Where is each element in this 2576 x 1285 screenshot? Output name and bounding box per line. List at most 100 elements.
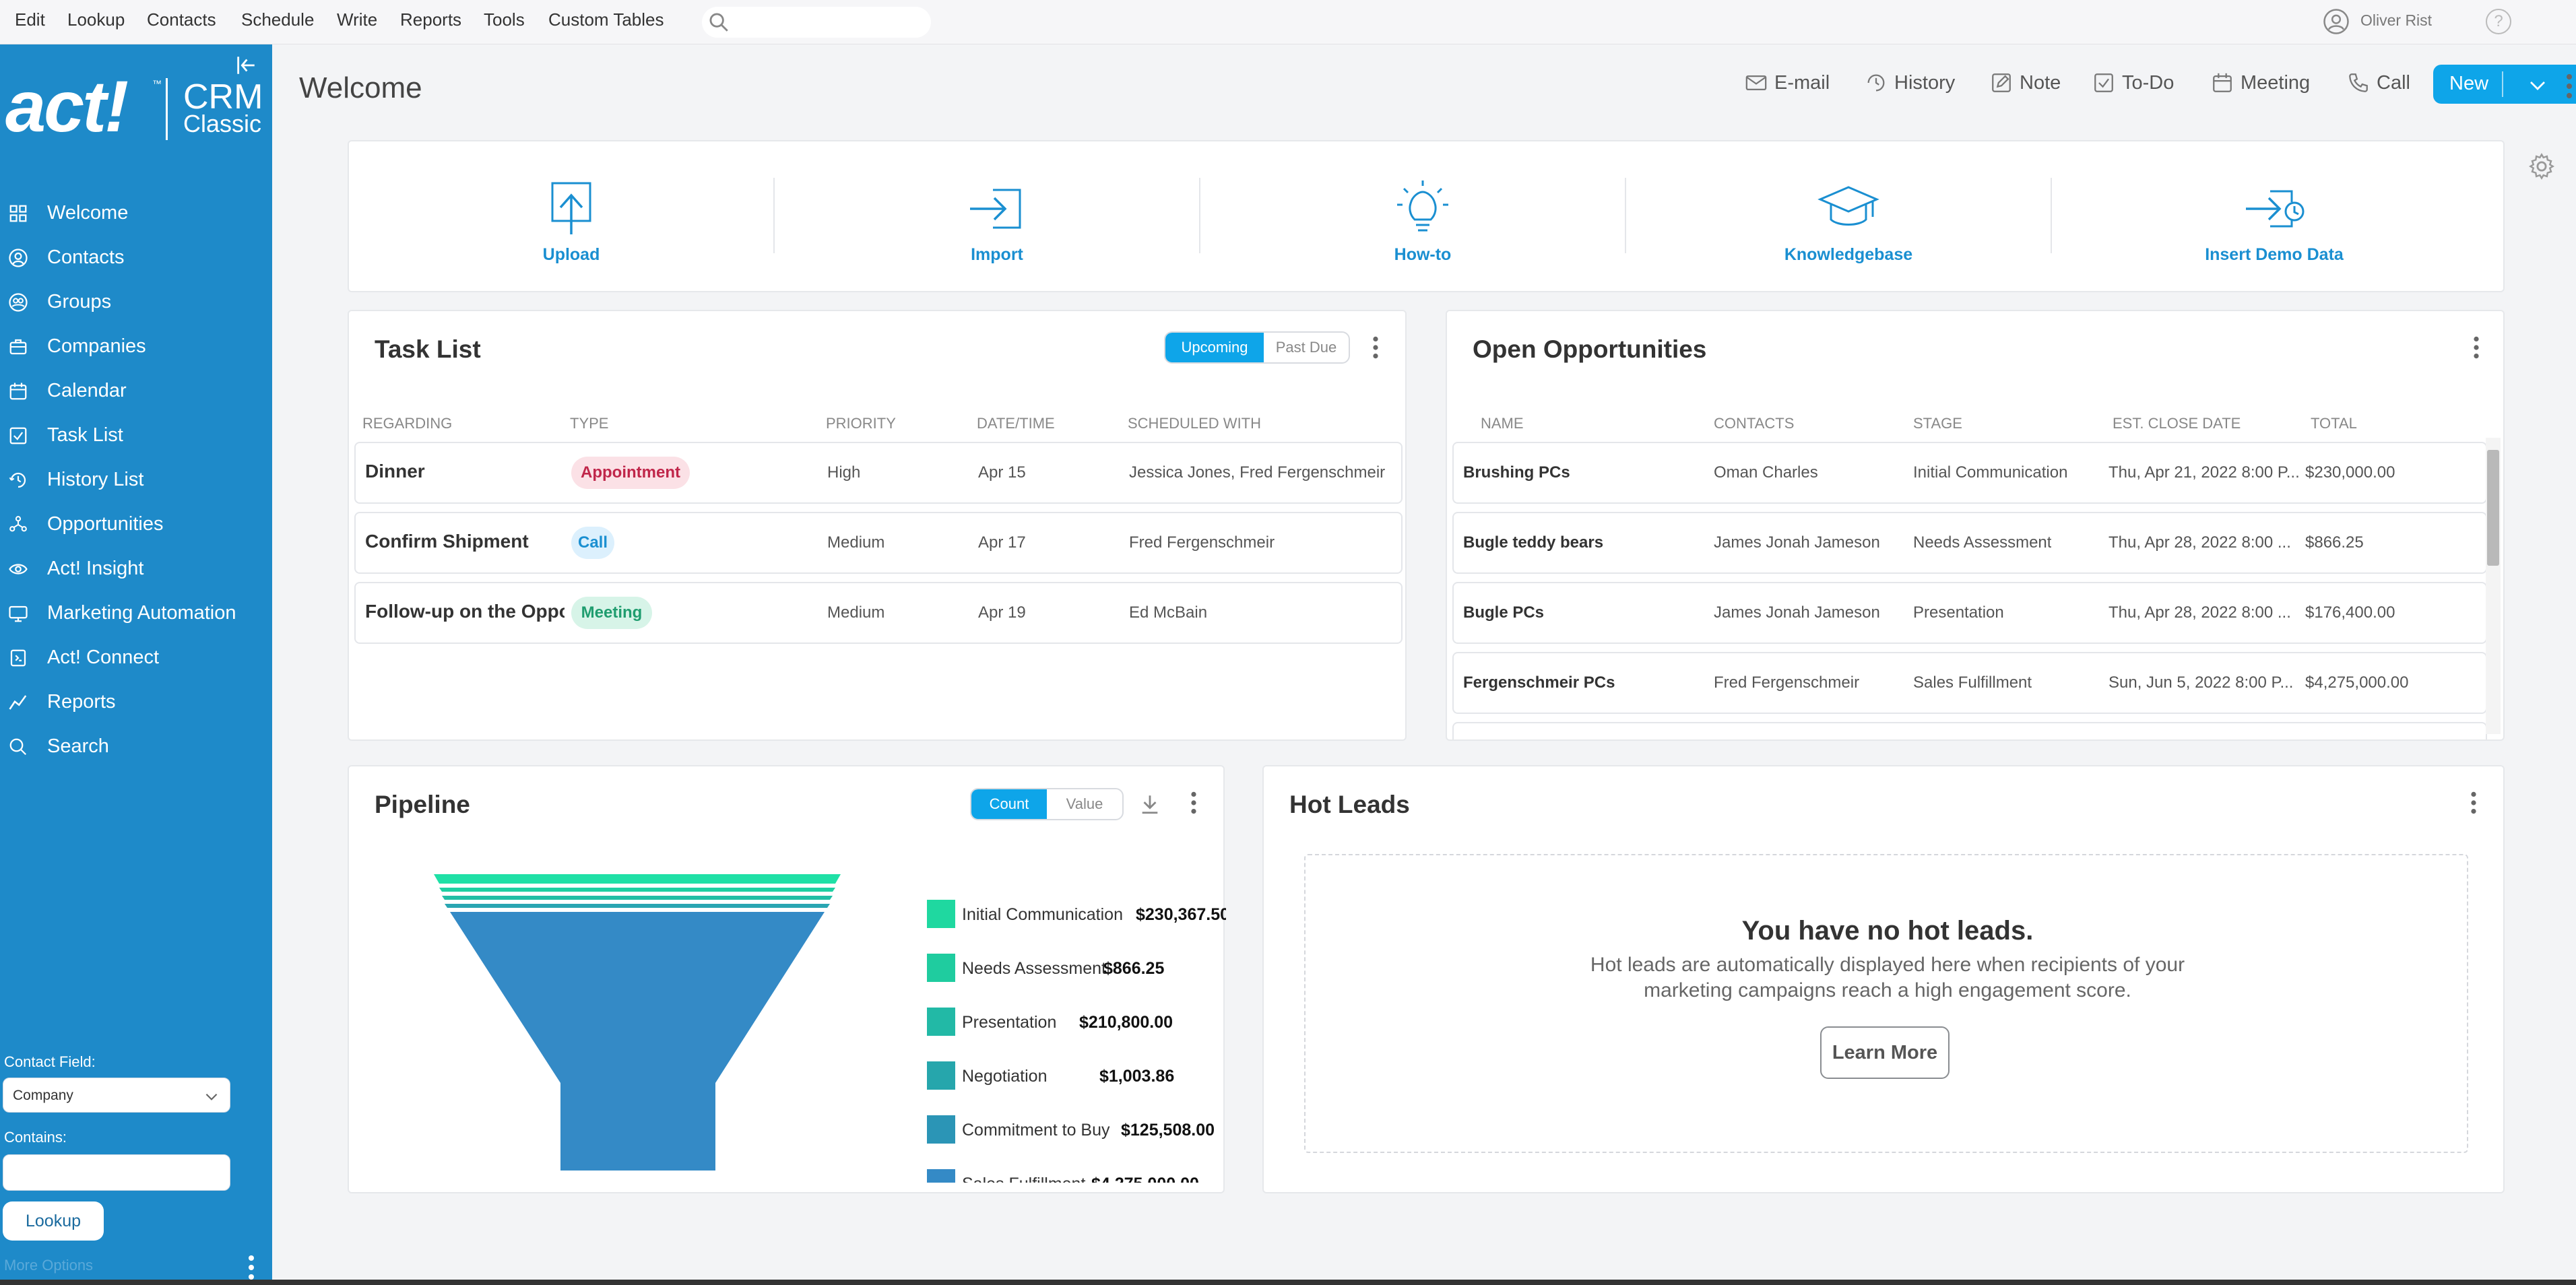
user-avatar-icon[interactable] xyxy=(2323,8,2350,35)
menu-write[interactable]: Write xyxy=(337,9,378,30)
user-name[interactable]: Oliver Rist xyxy=(2360,11,2433,29)
hot-leads-kebab-icon[interactable] xyxy=(2470,791,2478,815)
legend-item[interactable]: Needs Assessment $866.25 xyxy=(927,954,1226,983)
funnel-segment xyxy=(442,896,833,900)
download-icon[interactable] xyxy=(1138,792,1161,816)
sidebar-item-reports[interactable]: Reports xyxy=(0,683,272,721)
task-list-kebab-icon[interactable] xyxy=(1372,335,1380,360)
more-options-link[interactable]: More Options xyxy=(4,1257,94,1274)
sidebar-item-welcome[interactable]: Welcome xyxy=(0,194,272,232)
hot-leads-card: Hot Leads You have no hot leads. Hot lea… xyxy=(1262,765,2505,1193)
type-badge: Appointment xyxy=(571,457,690,489)
sidebar-item-contacts[interactable]: Contacts xyxy=(0,238,272,276)
import-button[interactable]: Import xyxy=(829,175,1165,269)
table-row[interactable]: Brushing PCs Oman Charles Initial Commun… xyxy=(1452,442,2487,504)
top-search-input[interactable] xyxy=(702,7,931,38)
sidebar-item-marketing-automation[interactable]: Marketing Automation xyxy=(0,594,272,632)
sidebar-item-opportunities[interactable]: Opportunities xyxy=(0,505,272,543)
legend-item[interactable]: Initial Communication $230,367.50 xyxy=(927,900,1226,929)
task-filter-toggle: Upcoming Past Due xyxy=(1164,331,1350,364)
upcoming-toggle[interactable]: Upcoming xyxy=(1165,333,1264,362)
opportunities-scrollbar[interactable] xyxy=(2486,438,2501,734)
col-type[interactable]: TYPE xyxy=(570,415,609,432)
sidebar-kebab-icon[interactable] xyxy=(247,1254,256,1281)
legend-swatch xyxy=(927,1169,955,1183)
contains-input[interactable] xyxy=(3,1154,230,1191)
sidebar-item-groups[interactable]: Groups xyxy=(0,283,272,321)
funnel-segment xyxy=(439,888,835,892)
col-name[interactable]: NAME xyxy=(1481,415,1524,432)
how-to-button[interactable]: How-to xyxy=(1254,175,1591,269)
menu-tools[interactable]: Tools xyxy=(484,9,525,30)
sidebar-item-act-connect[interactable]: Act! Connect xyxy=(0,638,272,676)
contact-field-select[interactable]: Company xyxy=(3,1078,230,1113)
legend-item[interactable]: Commitment to Buy $125,508.00 xyxy=(927,1115,1226,1145)
header-kebab-icon[interactable] xyxy=(2565,73,2573,100)
sidebar-item-companies[interactable]: Companies xyxy=(0,327,272,365)
collapse-sidebar-icon[interactable] xyxy=(234,54,257,77)
monitor-icon xyxy=(9,605,28,622)
opp-close-date: Thu, Apr 28, 2022 8:00 ... xyxy=(2108,533,2291,552)
col-datetime[interactable]: DATE/TIME xyxy=(977,415,1055,432)
legend-stage-value: $1,003.86 xyxy=(1099,1067,1175,1086)
lookup-button[interactable]: Lookup xyxy=(3,1201,104,1241)
sidebar: act! ™ CRM Classic Welcome Contacts Grou… xyxy=(0,44,272,1285)
calendar-icon xyxy=(2213,73,2232,92)
legend-item[interactable]: Presentation $210,800.00 xyxy=(927,1008,1226,1037)
col-total[interactable]: TOTAL xyxy=(2311,415,2357,432)
search-icon xyxy=(709,13,728,32)
table-row[interactable]: Confirm Shipment Call Medium Apr 17 Fred… xyxy=(354,512,1403,574)
task-scheduled-with: Fred Fergenschmeir xyxy=(1129,533,1275,552)
table-row[interactable]: Follow-up on the Opportunity Meeting Med… xyxy=(354,582,1403,644)
gear-icon[interactable] xyxy=(2527,152,2556,180)
table-row[interactable]: Bugle teddy bears James Jonah Jameson Ne… xyxy=(1452,512,2487,574)
menu-lookup[interactable]: Lookup xyxy=(67,9,125,30)
table-row[interactable]: Dinner Appointment High Apr 15 Jessica J… xyxy=(354,442,1403,504)
menu-reports[interactable]: Reports xyxy=(400,9,462,30)
task-date: Apr 15 xyxy=(978,463,1026,482)
sidebar-item-history-list[interactable]: History List xyxy=(0,461,272,498)
opp-contact: Fred Fergenschmeir xyxy=(1714,673,1860,692)
count-toggle[interactable]: Count xyxy=(971,789,1047,819)
legend-swatch xyxy=(927,954,955,982)
sidebar-item-search[interactable]: Search xyxy=(0,727,272,765)
past-due-toggle[interactable]: Past Due xyxy=(1275,339,1337,356)
col-scheduled-with[interactable]: SCHEDULED WITH xyxy=(1128,415,1262,432)
sidebar-item-task-list[interactable]: Task List xyxy=(0,416,272,454)
menu-contacts[interactable]: Contacts xyxy=(147,9,216,30)
chevron-down-icon[interactable] xyxy=(2527,75,2548,96)
opportunities-kebab-icon[interactable] xyxy=(2472,335,2480,360)
menu-schedule[interactable]: Schedule xyxy=(241,9,315,30)
task-date: Apr 19 xyxy=(978,603,1026,622)
col-est-close-date[interactable]: EST. CLOSE DATE xyxy=(2113,415,2241,432)
opportunity-icon xyxy=(9,516,27,532)
history-icon xyxy=(9,472,26,488)
table-row[interactable]: Fergenschmeir PCs Fred Fergenschmeir Sal… xyxy=(1452,652,2487,714)
sidebar-item-label: Search xyxy=(47,735,109,757)
sidebar-item-label: Companies xyxy=(47,335,146,357)
col-priority[interactable]: PRIORITY xyxy=(826,415,896,432)
insert-demo-data-button[interactable]: Insert Demo Data xyxy=(2106,175,2443,269)
new-button[interactable]: New xyxy=(2433,65,2576,104)
todo-icon xyxy=(2094,73,2113,92)
funnel-segment xyxy=(434,874,841,884)
col-contacts[interactable]: CONTACTS xyxy=(1714,415,1795,432)
connect-icon xyxy=(10,649,26,667)
learn-more-button[interactable]: Learn More xyxy=(1820,1026,1950,1079)
help-icon[interactable]: ? xyxy=(2486,9,2511,34)
menu-edit[interactable]: Edit xyxy=(15,9,45,30)
scrollbar-thumb[interactable] xyxy=(2487,450,2499,566)
col-regarding[interactable]: REGARDING xyxy=(362,415,453,432)
sidebar-item-act-insight[interactable]: Act! Insight xyxy=(0,550,272,587)
legend-item[interactable]: Sales Fulfillment $4,275,000.00 xyxy=(927,1169,1226,1183)
table-row[interactable]: Bugle PCs James Jonah Jameson Presentati… xyxy=(1452,582,2487,644)
col-stage[interactable]: STAGE xyxy=(1913,415,1962,432)
knowledgebase-button[interactable]: Knowledgebase xyxy=(1680,175,2017,269)
menu-custom-tables[interactable]: Custom Tables xyxy=(548,9,664,30)
value-toggle[interactable]: Value xyxy=(1066,795,1103,812)
upload-icon xyxy=(551,182,591,234)
sidebar-item-calendar[interactable]: Calendar xyxy=(0,372,272,409)
legend-item[interactable]: Negotiation $1,003.86 xyxy=(927,1061,1226,1091)
pipeline-kebab-icon[interactable] xyxy=(1190,791,1198,815)
upload-button[interactable]: Upload xyxy=(403,175,740,269)
